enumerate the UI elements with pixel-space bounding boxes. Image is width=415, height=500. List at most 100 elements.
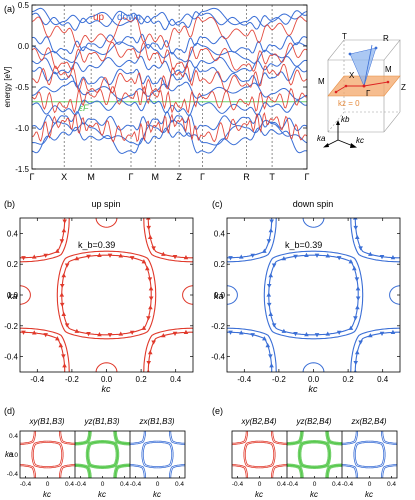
spin-marker (86, 254, 91, 259)
ytick-label: -0.5 (15, 83, 29, 92)
mini-sheet (381, 431, 397, 445)
mini-sheet (353, 440, 386, 469)
spin-marker (380, 409, 385, 413)
spin-marker (235, 228, 240, 232)
spin-marker (228, 410, 233, 414)
spin-marker (146, 316, 151, 321)
spin-marker (238, 330, 244, 335)
mini-sheet (232, 431, 247, 444)
legend-down: down (117, 12, 141, 23)
spin-marker (61, 200, 66, 204)
spin-marker (43, 408, 48, 412)
mini-sheet (382, 465, 397, 478)
spin-marker (64, 263, 70, 268)
spin-marker (184, 176, 189, 180)
fs-sheet (143, 327, 193, 372)
fs-pocket (20, 285, 31, 305)
fs-pocket (95, 362, 118, 372)
mini-sheet (271, 464, 287, 478)
spin-marker (59, 239, 65, 244)
mini-sheet (271, 431, 287, 445)
mini-e-xy (232, 431, 287, 478)
mini-sheet (75, 431, 91, 445)
spin-marker (228, 330, 233, 335)
mini-xtick-label: 0.4 (65, 481, 74, 488)
spin-marker (348, 259, 354, 264)
spin-marker (353, 369, 357, 372)
spin-marker (62, 363, 67, 368)
spin-marker (61, 273, 67, 278)
fs-sheet (350, 218, 400, 263)
spin-marker (55, 182, 60, 186)
spin-marker (97, 252, 102, 257)
spin-marker (151, 246, 156, 251)
band-up (32, 16, 307, 48)
spin-marker (62, 209, 67, 213)
mini-sheet (169, 464, 185, 478)
kpath-label: Γ (30, 172, 35, 182)
mini-xtick-label: 0.4 (120, 481, 129, 488)
panel-c-kb: k_b=0.39 (285, 240, 322, 250)
spin-marker (235, 363, 240, 367)
spin-marker (390, 255, 396, 260)
spin-marker (180, 207, 185, 211)
mini-d-frame (19, 430, 186, 479)
spin-marker (182, 196, 187, 200)
panel-a-label: (a) (4, 4, 15, 14)
mini-xtick-label: -0.4 (287, 481, 299, 488)
spin-marker (358, 246, 363, 251)
mini-xtick-label: 0 (156, 481, 160, 488)
spin-marker (232, 343, 237, 347)
mini-xtick-label: 0 (258, 481, 262, 488)
spin-marker (21, 256, 26, 261)
mini-sheet (272, 431, 287, 444)
spin-marker (185, 186, 190, 190)
fermi-surface-down (180, 177, 406, 414)
spin-marker (232, 189, 237, 193)
fs-pocket (389, 285, 400, 305)
spin-marker (390, 329, 396, 334)
spin-marker (401, 410, 406, 414)
spin-marker (147, 277, 153, 282)
spin-marker (151, 186, 156, 190)
mini-sheet (272, 465, 287, 478)
mini-xtick-label: -0.4 (342, 481, 354, 488)
spin-marker (379, 331, 385, 336)
spin-marker (172, 331, 178, 336)
spin-marker (205, 330, 210, 334)
spin-marker (151, 340, 156, 345)
xtick-label: 0.2 (136, 375, 148, 384)
spin-marker (59, 283, 65, 289)
spin-marker (148, 286, 154, 291)
fs-sheet (147, 218, 193, 259)
spin-marker (173, 409, 178, 413)
mini-d-xy (20, 431, 75, 478)
fs-sheet (268, 254, 359, 336)
mini-sheet (299, 441, 330, 468)
mini-xtick-label: -0.4 (75, 481, 87, 488)
mini-sheet (113, 463, 130, 478)
fs-pocket (227, 285, 238, 305)
spin-marker (180, 369, 185, 373)
mini-sheet (170, 465, 185, 478)
spin-marker (401, 177, 406, 181)
spin-marker (147, 350, 153, 355)
mini-sheet (325, 431, 342, 446)
fs-down-xlabel: kc (309, 384, 319, 394)
panel-e-sub2: yz(B2,B4) (295, 417, 331, 426)
band-down (32, 33, 307, 55)
panel-e-label: (e) (212, 406, 223, 416)
spin-marker (129, 330, 135, 335)
mini-sheet (244, 441, 275, 468)
fs-down-ylabel: ka (214, 291, 224, 301)
mini-e-xlabel2: kc (310, 490, 318, 499)
spin-marker (352, 266, 357, 271)
spin-marker (55, 403, 60, 407)
ytick-label: -1.0 (15, 124, 29, 133)
mini-sheet (75, 431, 92, 446)
spin-marker (161, 251, 166, 256)
spin-marker (184, 409, 189, 413)
spin-marker (234, 200, 239, 204)
spin-marker (262, 182, 267, 186)
mini-e-yz (287, 431, 342, 478)
